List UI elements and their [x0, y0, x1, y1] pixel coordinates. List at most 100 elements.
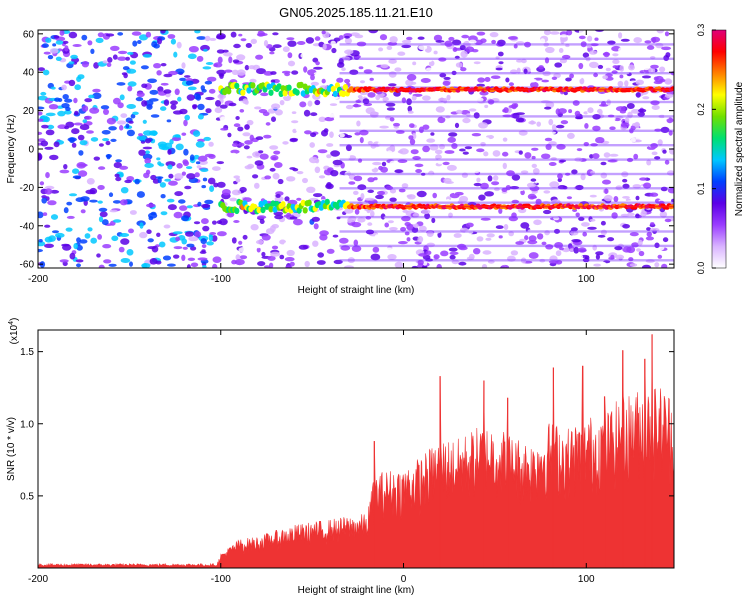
texture-cell — [523, 68, 528, 75]
texture-cell — [212, 249, 220, 254]
texture-cell — [122, 66, 130, 71]
texture-cell — [444, 181, 454, 184]
texture-cell — [120, 187, 129, 194]
texture-cell — [77, 134, 85, 141]
texture-cell — [498, 61, 504, 65]
texture-cell — [168, 173, 174, 179]
texture-cell — [63, 164, 68, 170]
texture-cell — [98, 207, 108, 212]
texture-cell — [310, 132, 317, 138]
texture-cell — [167, 34, 176, 39]
texture-cell — [615, 254, 625, 260]
snr-y-multiplier: (x104) — [8, 318, 20, 345]
texture-cell — [315, 61, 320, 66]
texture-cell — [575, 212, 580, 218]
texture-cell — [571, 169, 578, 175]
texture-cell — [219, 104, 228, 109]
texture-cell — [71, 128, 80, 135]
texture-cell — [129, 60, 136, 65]
texture-cell — [38, 111, 43, 116]
texture-cell — [105, 140, 111, 146]
texture-cell — [68, 193, 78, 197]
texture-cell — [484, 191, 494, 197]
texture-cell — [313, 72, 322, 76]
texture-cell — [443, 76, 451, 80]
texture-cell — [167, 149, 172, 155]
texture-cell — [96, 253, 101, 258]
texture-cell — [231, 237, 237, 244]
texture-cell — [233, 123, 241, 128]
texture-cell — [287, 40, 297, 47]
texture-cell — [231, 108, 240, 115]
texture-cell — [431, 217, 436, 224]
texture-cell — [289, 239, 299, 243]
texture-cell — [146, 203, 156, 208]
texture-cell — [415, 68, 425, 74]
texture-cell — [414, 49, 420, 54]
texture-cell — [624, 69, 630, 75]
texture-cell — [74, 84, 81, 91]
texture-cell — [136, 91, 145, 98]
texture-cell — [230, 152, 238, 159]
texture-cell — [217, 93, 226, 100]
texture-cell — [502, 114, 513, 118]
texture-cell — [228, 56, 233, 64]
texture-cell — [129, 210, 137, 215]
texture-cell — [84, 115, 92, 120]
texture-cell — [127, 51, 134, 55]
texture-cell — [197, 114, 204, 120]
texture-cell — [495, 67, 503, 71]
texture-cell — [544, 106, 552, 110]
texture-cell — [48, 235, 56, 242]
texture-cell — [666, 170, 674, 176]
texture-cell — [641, 75, 652, 79]
texture-cell — [40, 140, 49, 147]
colorbar: 0.0 0.1 0.2 0.3 Normalized spectral amplitu… — [696, 24, 745, 275]
texture-cell — [134, 178, 140, 185]
texture-cell — [459, 45, 466, 51]
texture-cell — [515, 117, 525, 123]
texture-cell — [669, 122, 674, 128]
texture-cell — [661, 263, 668, 268]
texture-cell — [445, 106, 455, 111]
texture-cell — [385, 115, 392, 120]
texture-cell — [543, 209, 552, 215]
texture-cell — [76, 76, 82, 82]
texture-cell — [330, 150, 340, 157]
texture-cell — [160, 62, 167, 67]
texture-cell — [455, 62, 463, 68]
texture-cell — [646, 231, 652, 237]
texture-cell — [633, 37, 642, 44]
texture-cell — [549, 255, 558, 262]
texture-cell — [142, 119, 147, 124]
texture-cell — [367, 222, 373, 226]
snr-panel: -200 -100 0 100 0.5 1.0 1.5 Height of straigh… — [6, 318, 675, 596]
texture-cell — [229, 197, 237, 202]
texture-cell — [289, 261, 295, 267]
texture-cell — [517, 163, 523, 167]
texture-cell — [518, 124, 528, 128]
texture-cell — [551, 76, 558, 81]
texture-cell — [136, 191, 145, 198]
texture-cell — [41, 195, 47, 199]
texture-cell — [270, 251, 281, 257]
texture-cell — [184, 75, 191, 78]
texture-cell — [438, 57, 447, 62]
texture-cell — [204, 199, 214, 205]
texture-cell — [492, 150, 501, 157]
texture-cell — [440, 250, 449, 257]
texture-cell — [400, 227, 407, 232]
texture-cell — [551, 199, 561, 206]
texture-cell — [444, 150, 455, 154]
texture-cell — [565, 43, 570, 48]
texture-cell — [464, 146, 473, 150]
texture-cell — [76, 263, 81, 268]
texture-cell — [521, 58, 527, 64]
texture-cell — [487, 259, 495, 264]
texture-cell — [531, 163, 537, 168]
texture-cell — [505, 77, 510, 83]
texture-cell — [486, 233, 495, 238]
texture-cell — [209, 185, 215, 192]
texture-cell — [522, 212, 527, 217]
texture-cell — [196, 36, 207, 40]
